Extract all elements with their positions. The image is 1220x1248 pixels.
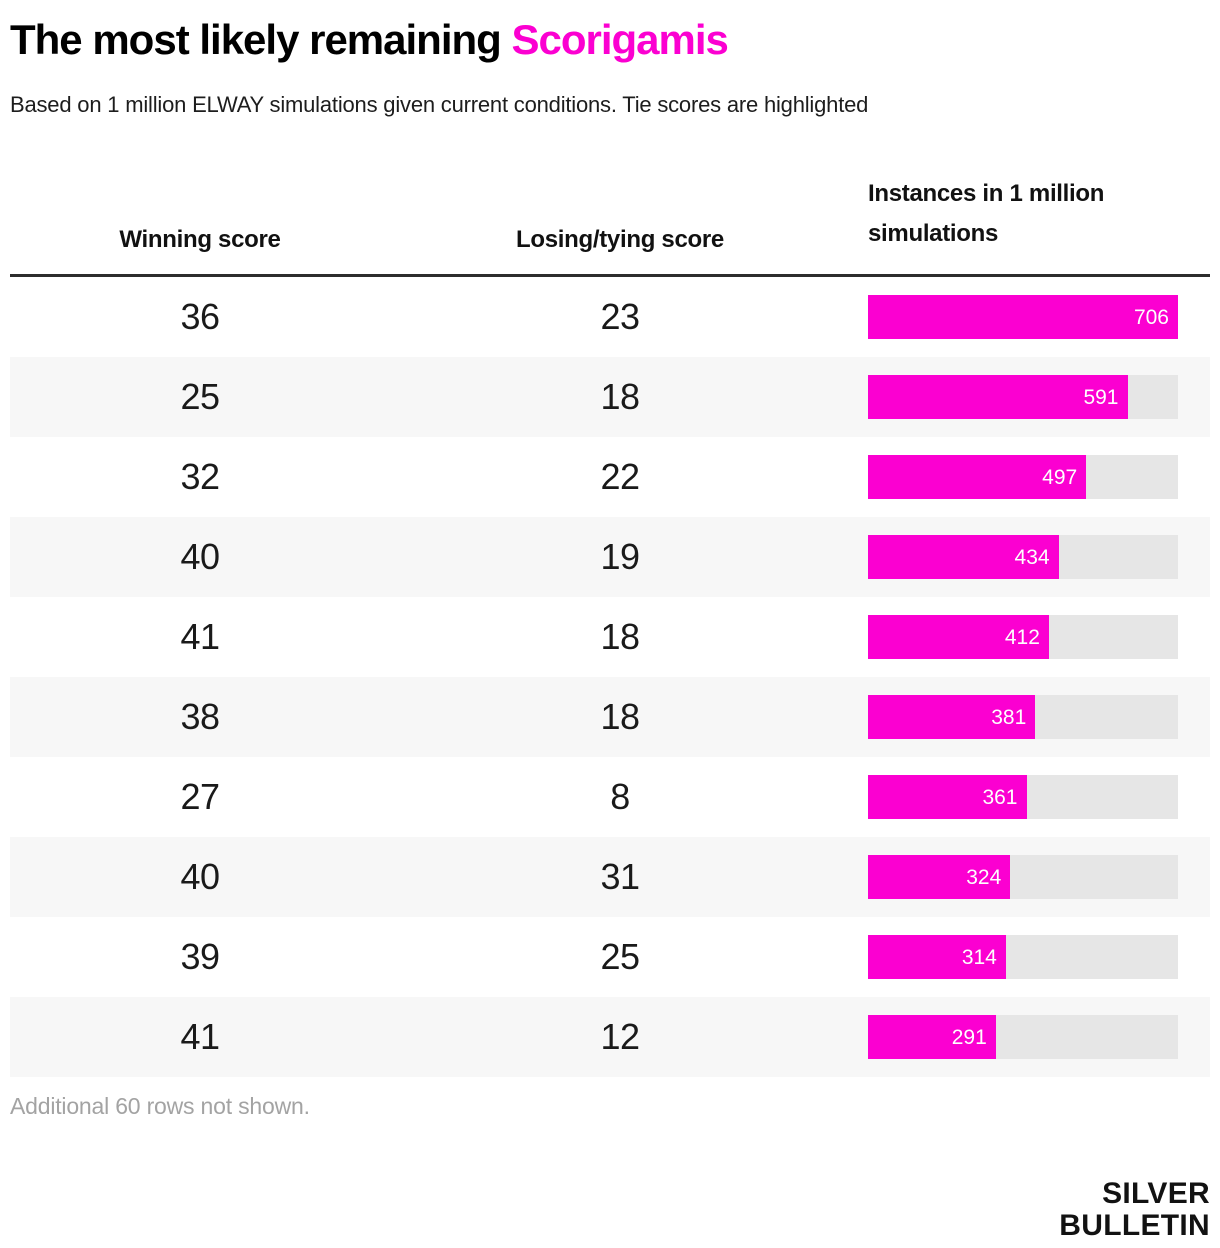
- instances-bar-label: 591: [1083, 385, 1119, 409]
- instances-bar-label: 412: [1004, 625, 1040, 649]
- instances-bar-label: 314: [961, 945, 997, 969]
- column-header-losing-tying-score: Losing/tying score: [516, 226, 724, 253]
- bar-track: 361: [868, 775, 1178, 819]
- winning-score-value: 40: [180, 536, 220, 577]
- instances-bar: 314: [868, 935, 1006, 979]
- column-header-winning-score: Winning score: [119, 226, 281, 253]
- table-row: 39 25 314: [10, 917, 1210, 997]
- table-row: 25 18 591: [10, 357, 1210, 437]
- additional-rows-note: Additional 60 rows not shown.: [10, 1093, 310, 1119]
- winning-score-value: 41: [180, 1016, 220, 1057]
- bar-track: 291: [868, 1015, 1178, 1059]
- winning-score-value: 32: [180, 456, 220, 497]
- bar-track: 434: [868, 535, 1178, 579]
- table-row: 41 18 412: [10, 597, 1210, 677]
- instances-bar: 497: [868, 455, 1087, 499]
- losing-score-value: 18: [600, 616, 640, 657]
- losing-score-value: 31: [600, 856, 640, 897]
- instances-bar: 412: [868, 615, 1049, 659]
- winning-score-value: 41: [180, 616, 220, 657]
- instances-bar: 591: [868, 375, 1128, 419]
- column-header-instances-line1: Instances in 1 million: [868, 180, 1105, 207]
- instances-bar: 324: [868, 855, 1011, 899]
- winning-score-value: 27: [180, 776, 220, 817]
- logo-line-1: SILVER: [1102, 1176, 1210, 1210]
- instances-bar-cell: 434: [868, 535, 1178, 579]
- instances-bar-cell: 381: [868, 695, 1178, 739]
- table-body: 36 23 706 25 18 591 32 22: [10, 277, 1210, 1077]
- column-header-instances-line2: simulations: [868, 220, 999, 247]
- instances-bar: 291: [868, 1015, 996, 1059]
- winning-score-value: 36: [180, 296, 220, 337]
- silver-bulletin-logo: SILVER BULLETIN: [1059, 1176, 1210, 1242]
- bar-track: 706: [868, 295, 1178, 339]
- winning-score-value: 25: [180, 376, 220, 417]
- instances-bar-label: 324: [966, 865, 1002, 889]
- losing-score-value: 18: [600, 696, 640, 737]
- table-row: 40 19 434: [10, 517, 1210, 597]
- instances-bar-label: 361: [982, 785, 1018, 809]
- instances-bar-cell: 361: [868, 775, 1178, 819]
- bar-track: 324: [868, 855, 1178, 899]
- table-row: 40 31 324: [10, 837, 1210, 917]
- instances-bar-cell: 291: [868, 1015, 1178, 1059]
- chart-subtitle: Based on 1 million ELWAY simulations giv…: [10, 92, 869, 117]
- bar-track: 412: [868, 615, 1178, 659]
- page-title-accent: Scorigamis: [511, 16, 728, 63]
- winning-score-value: 38: [180, 696, 220, 737]
- page-title: The most likely remaining Scorigamis: [10, 0, 1210, 64]
- instances-bar-label: 291: [951, 1025, 987, 1049]
- instances-bar: 434: [868, 535, 1059, 579]
- instances-bar-label: 381: [991, 705, 1027, 729]
- winning-score-value: 39: [180, 936, 220, 977]
- table-header-row: Winning score Losing/tying score Instanc…: [10, 174, 1210, 277]
- instances-bar-cell: 324: [868, 855, 1178, 899]
- instances-bar-label: 497: [1042, 465, 1078, 489]
- losing-score-value: 22: [600, 456, 640, 497]
- instances-bar: 706: [868, 295, 1178, 339]
- instances-bar-cell: 591: [868, 375, 1178, 419]
- instances-bar-cell: 412: [868, 615, 1178, 659]
- table-row: 36 23 706: [10, 277, 1210, 357]
- losing-score-value: 23: [600, 296, 640, 337]
- instances-bar-label: 434: [1014, 545, 1050, 569]
- instances-bar-label: 706: [1133, 305, 1169, 329]
- page-title-black: The most likely remaining: [10, 16, 502, 63]
- table-row: 41 12 291: [10, 997, 1210, 1077]
- table-row: 27 8 361: [10, 757, 1210, 837]
- page-title-spacer: [501, 16, 512, 63]
- losing-score-value: 19: [600, 536, 640, 577]
- bar-track: 314: [868, 935, 1178, 979]
- bar-track: 497: [868, 455, 1178, 499]
- losing-score-value: 25: [600, 936, 640, 977]
- instances-bar: 361: [868, 775, 1027, 819]
- table-row: 38 18 381: [10, 677, 1210, 757]
- losing-score-value: 8: [610, 776, 630, 817]
- instances-bar-cell: 314: [868, 935, 1178, 979]
- losing-score-value: 12: [600, 1016, 640, 1057]
- instances-bar-cell: 497: [868, 455, 1178, 499]
- bar-track: 381: [868, 695, 1178, 739]
- bar-track: 591: [868, 375, 1178, 419]
- losing-score-value: 18: [600, 376, 640, 417]
- instances-bar: 381: [868, 695, 1036, 739]
- winning-score-value: 40: [180, 856, 220, 897]
- logo-line-2: BULLETIN: [1059, 1208, 1210, 1242]
- instances-bar-cell: 706: [868, 295, 1178, 339]
- table-row: 32 22 497: [10, 437, 1210, 517]
- column-header-instances: Instances in 1 million simulations: [868, 174, 1178, 254]
